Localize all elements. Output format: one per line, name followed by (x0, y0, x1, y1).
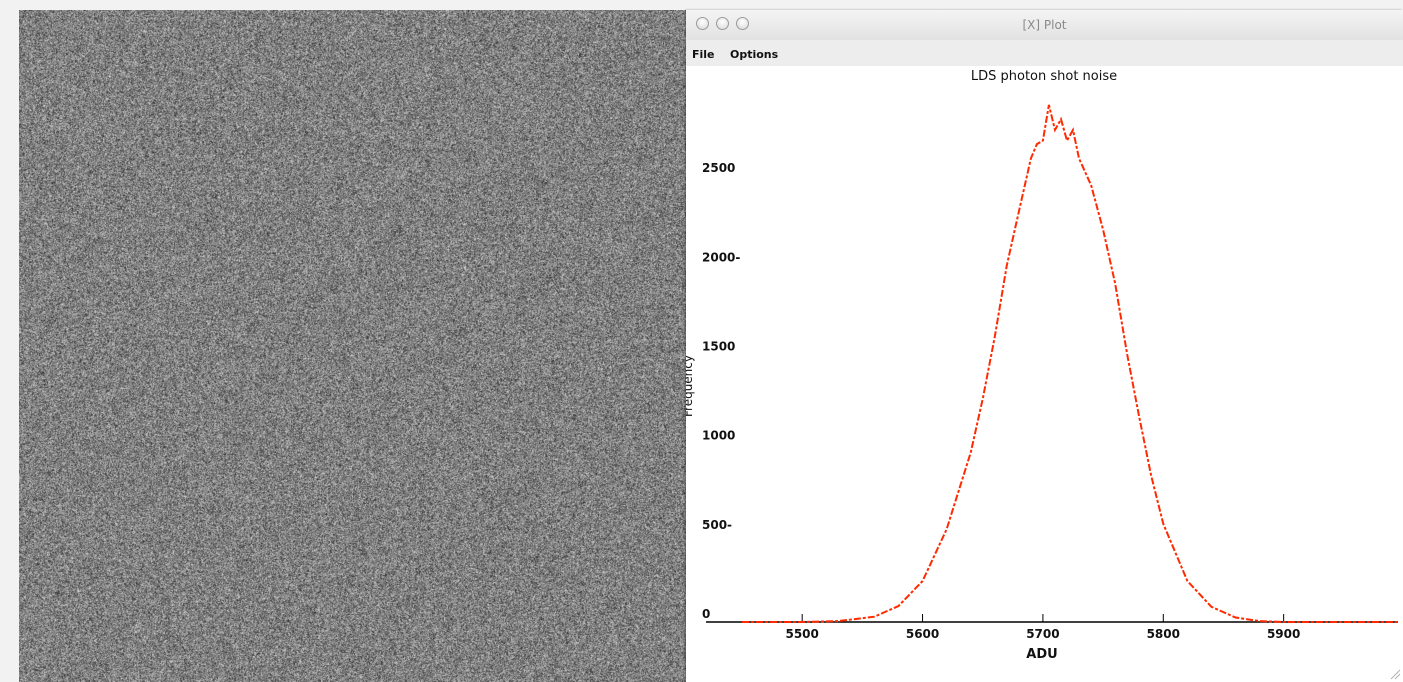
y-tick-label: 2000- (702, 250, 740, 264)
x-tick-label: 5600 (906, 627, 939, 641)
menu-file[interactable]: File (692, 48, 715, 61)
window-titlebar[interactable]: [X] Plot (686, 10, 1403, 41)
noise-image (19, 10, 687, 682)
chart-title: LDS photon shot noise (971, 69, 1117, 84)
y-tick-label: 0 (702, 607, 710, 621)
x-tick-label: 5800 (1147, 627, 1180, 641)
x-tick-label: 5500 (785, 627, 818, 641)
y-tick-label: 2500 (702, 161, 735, 175)
x-axis-label: ADU (1026, 647, 1057, 662)
y-tick-label: 1500 (702, 340, 735, 354)
menubar: File Options (686, 40, 1403, 66)
window-title: [X] Plot (686, 18, 1403, 32)
y-axis-label: Frequency (686, 355, 695, 417)
histogram-plot: LDS photon shot noise Frequency ADU 5500… (686, 66, 1403, 682)
x-tick-label: 5900 (1267, 627, 1300, 641)
x-tick-label: 5700 (1026, 627, 1059, 641)
menu-options[interactable]: Options (730, 48, 778, 61)
resize-grip-icon[interactable] (1389, 668, 1401, 680)
y-tick-label: 1000 (702, 429, 735, 443)
noise-image-canvas (19, 10, 687, 682)
plot-window: [X] Plot File Options LDS photon shot no… (686, 10, 1403, 682)
y-ticks: 0 500- 1000 1500 2000- 2500 (702, 161, 740, 621)
y-tick-label: 500- (702, 518, 732, 532)
series-line (742, 105, 1398, 622)
x-ticks: 5500 5600 5700 5800 5900 (785, 614, 1300, 641)
